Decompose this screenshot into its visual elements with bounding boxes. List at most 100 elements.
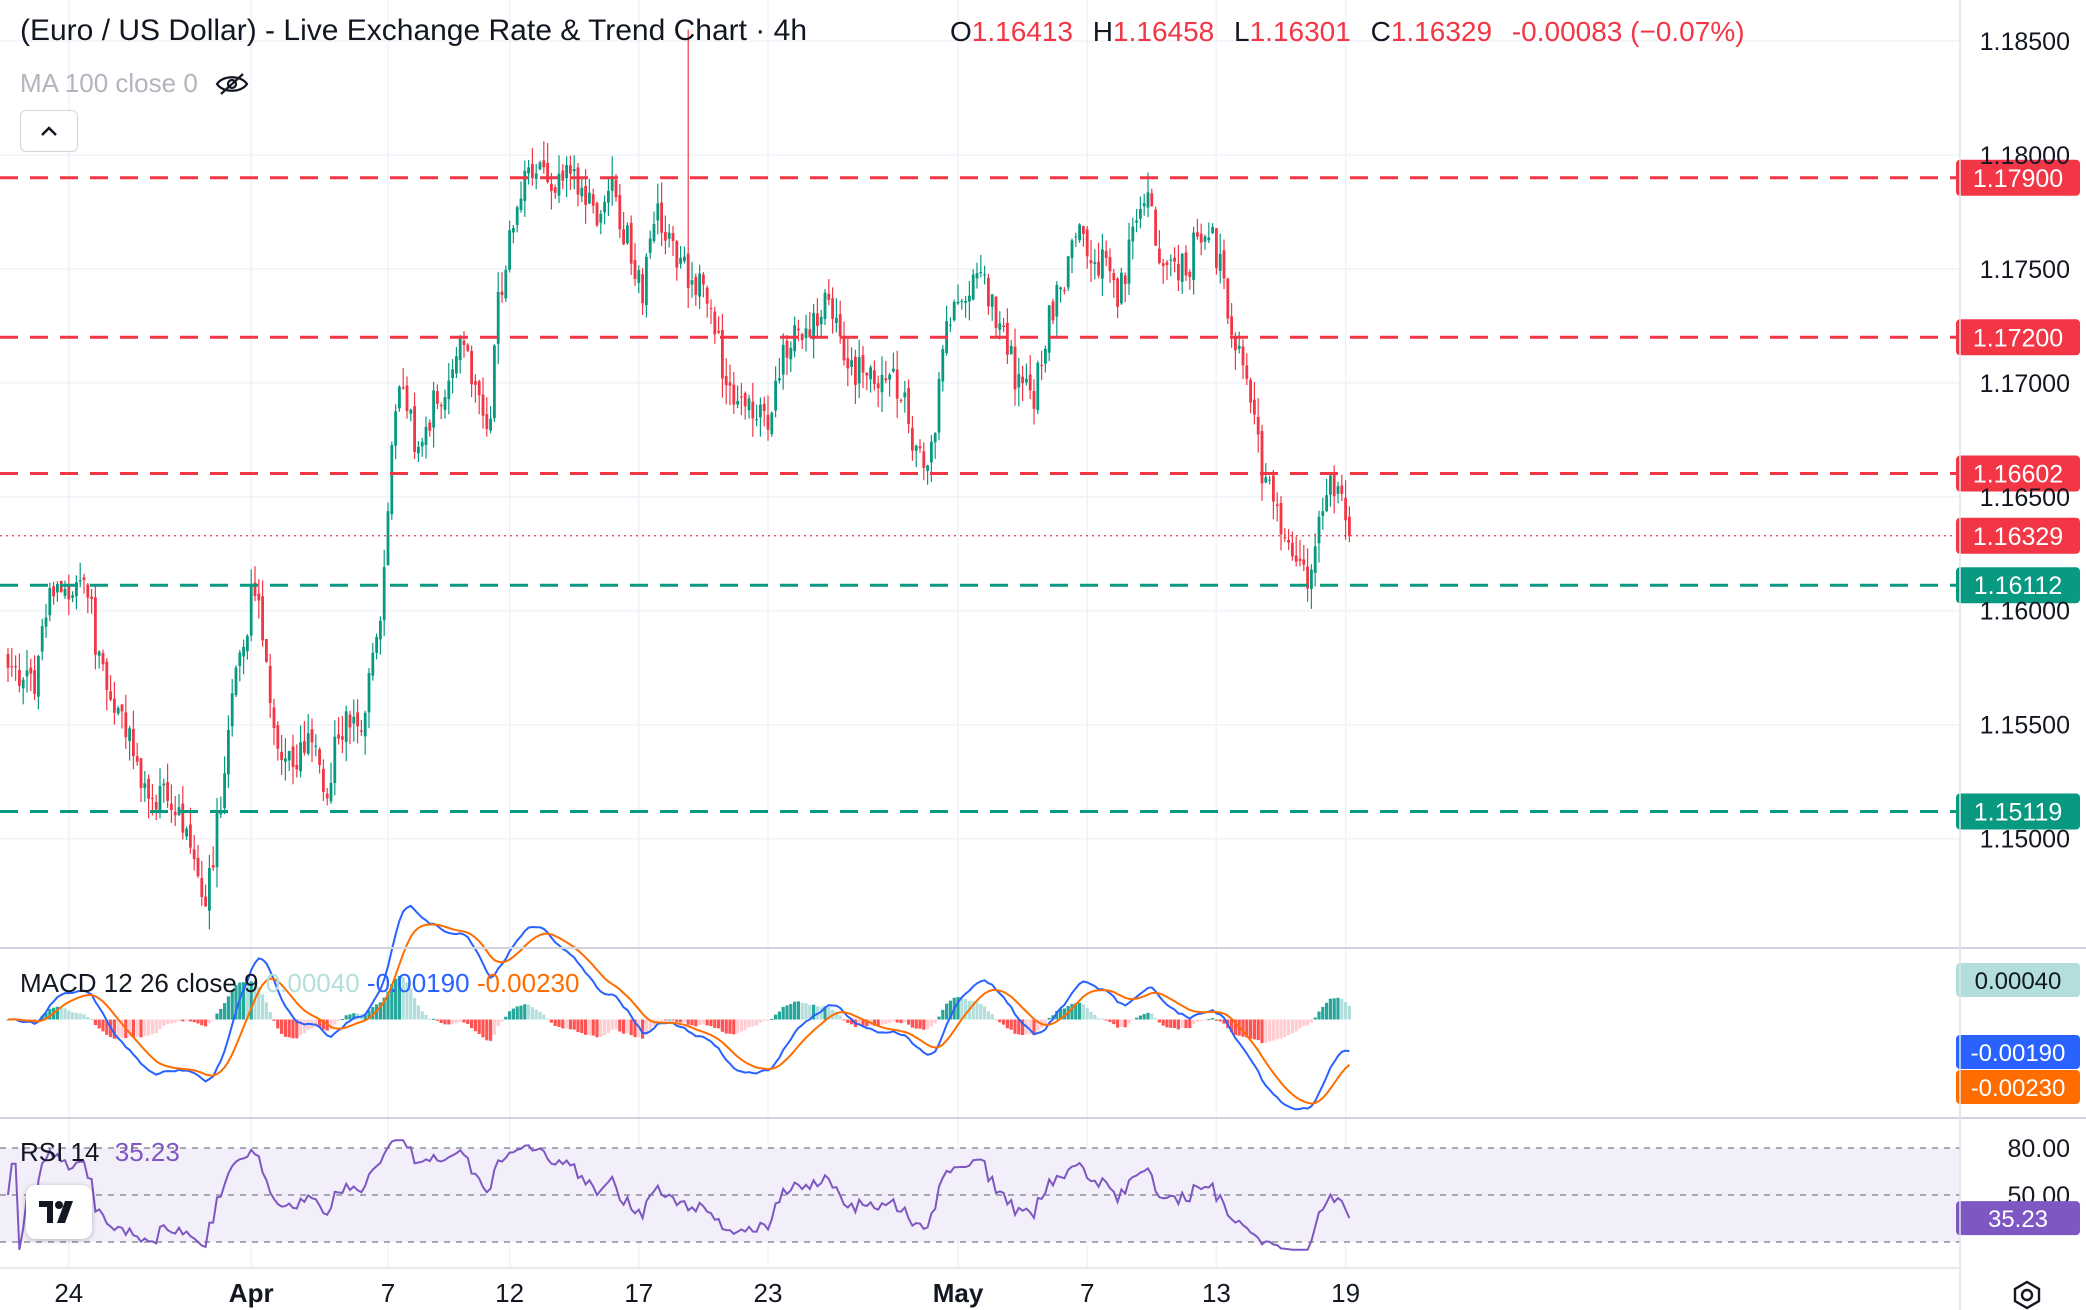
candle-body bbox=[1340, 485, 1344, 494]
candle-body bbox=[238, 652, 242, 666]
macd-histogram-bar bbox=[348, 1014, 352, 1020]
candle-body bbox=[766, 414, 770, 430]
candle-body bbox=[816, 313, 819, 326]
collapse-legend-button[interactable] bbox=[20, 110, 78, 152]
candle-body bbox=[428, 422, 432, 431]
macd-histogram-bar bbox=[1199, 1019, 1203, 1021]
candle-body bbox=[390, 444, 394, 515]
candle-body bbox=[1226, 278, 1230, 319]
level-price-tag bbox=[1956, 517, 2080, 554]
macd-histogram-bar bbox=[766, 1019, 770, 1021]
hidden-eye-icon[interactable] bbox=[215, 72, 249, 96]
macd-histogram-bar bbox=[424, 1015, 428, 1020]
rsi-legend[interactable]: RSI 14 35.23 bbox=[20, 1137, 180, 1168]
candle-body bbox=[116, 707, 120, 714]
candle-body bbox=[971, 274, 975, 300]
macd-histogram-bar bbox=[413, 997, 417, 1020]
grid-lines bbox=[0, 0, 1960, 1268]
candle-body bbox=[1169, 259, 1173, 261]
price-axis[interactable]: 1.18500 1.18000 1.17500 1.17000 1.16500 1.160… bbox=[1980, 28, 2070, 854]
macd-histogram-bar bbox=[565, 1019, 569, 1029]
candle-body bbox=[641, 274, 644, 304]
macd-histogram-bar bbox=[1260, 1019, 1264, 1044]
macd-histogram-bar bbox=[979, 1004, 983, 1020]
macd-histogram-bar bbox=[1108, 1019, 1112, 1022]
horizontal-levels[interactable]: 1.17900 1.17200 1.16602 1.16329 1.16112 1.151… bbox=[0, 159, 2080, 830]
candle-body bbox=[531, 164, 534, 179]
time-tick-label: 19 bbox=[1331, 1278, 1360, 1308]
macd-histogram-bar bbox=[1043, 1019, 1047, 1024]
time-tick-label: Apr bbox=[229, 1278, 274, 1308]
candle-body bbox=[964, 301, 967, 303]
candle-body bbox=[1093, 262, 1097, 265]
macd-histogram-bar bbox=[1249, 1019, 1253, 1039]
candle-body bbox=[949, 324, 952, 326]
candle-body bbox=[918, 446, 922, 449]
candle-body bbox=[409, 409, 413, 414]
macd-histogram-bar bbox=[1161, 1019, 1165, 1026]
candle-body bbox=[67, 586, 71, 600]
ohlc-high-value: 1.16458 bbox=[1113, 16, 1215, 47]
price-tick-label: 1.15000 bbox=[1980, 826, 2070, 854]
macd-histogram-bar bbox=[819, 1007, 823, 1020]
macd-histogram-bar bbox=[781, 1006, 785, 1020]
candle-body bbox=[166, 782, 169, 801]
tradingview-logo[interactable] bbox=[26, 1185, 92, 1239]
macd-histogram-bar bbox=[606, 1019, 610, 1033]
candle-body bbox=[781, 344, 785, 375]
level-price-tag-text: 1.17200 bbox=[1973, 324, 2063, 352]
candle-body bbox=[1028, 374, 1032, 391]
macd-histogram-bar bbox=[580, 1019, 584, 1034]
level-price-tag bbox=[1956, 567, 2080, 604]
time-tick-label: 7 bbox=[1080, 1278, 1094, 1308]
candle-body bbox=[386, 511, 390, 566]
candle-body bbox=[37, 655, 40, 697]
macd-histogram-bar bbox=[1275, 1019, 1279, 1039]
candle-body bbox=[637, 270, 641, 283]
macd-histogram-bar bbox=[405, 982, 409, 1020]
candle-body bbox=[1279, 502, 1283, 535]
candle-body bbox=[1051, 301, 1055, 321]
macd-histogram-bar bbox=[420, 1011, 424, 1020]
candle-body bbox=[512, 227, 515, 233]
macd-histogram-bar bbox=[546, 1018, 550, 1020]
macd-histogram-bar bbox=[432, 1018, 436, 1020]
macd-value-tag-text: -0.00230 bbox=[1971, 1075, 2066, 1102]
candle-body bbox=[455, 356, 458, 374]
time-axis[interactable]: 24 Apr 7 12 17 23 May 7 13 19 bbox=[54, 1278, 1360, 1308]
macd-histogram-bar bbox=[261, 994, 265, 1020]
candle-body bbox=[447, 380, 451, 400]
candle-body bbox=[740, 396, 743, 398]
macd-histogram-bar bbox=[219, 1008, 223, 1020]
macd-histogram-bar bbox=[1203, 1019, 1207, 1021]
macd-histogram-bar bbox=[679, 1019, 683, 1023]
macd-histogram-bar bbox=[378, 1002, 382, 1020]
candle-body bbox=[892, 368, 895, 372]
gear-icon[interactable] bbox=[2012, 1280, 2042, 1310]
macd-histogram-bar bbox=[622, 1019, 626, 1034]
macd-histogram-bar bbox=[686, 1019, 690, 1025]
candle-body bbox=[622, 229, 625, 245]
candle-body bbox=[158, 786, 162, 812]
macd-legend[interactable]: MACD 12 26 close 9 0.00040 -0.00190 -0.0… bbox=[20, 968, 579, 999]
macd-histogram-bar bbox=[150, 1019, 154, 1035]
candle-body bbox=[664, 232, 667, 241]
macd-histogram-bar bbox=[644, 1019, 648, 1035]
candlestick-series bbox=[6, 29, 1351, 930]
macd-histogram-bar bbox=[1290, 1019, 1294, 1034]
macd-histogram-bar bbox=[872, 1019, 876, 1026]
macd-histogram-bar bbox=[283, 1019, 287, 1037]
candle-body bbox=[1036, 362, 1040, 411]
candle-body bbox=[154, 801, 158, 810]
macd-histogram-bar bbox=[454, 1019, 458, 1024]
ma-indicator-label[interactable]: MA 100 close 0 bbox=[20, 68, 249, 99]
macd-histogram-bar bbox=[306, 1019, 310, 1031]
candle-body bbox=[534, 173, 538, 180]
candle-body bbox=[143, 783, 147, 789]
time-tick-label: 7 bbox=[381, 1278, 395, 1308]
level-price-tag bbox=[1956, 455, 2080, 492]
candle-body bbox=[86, 584, 90, 598]
candle-body bbox=[633, 260, 637, 279]
